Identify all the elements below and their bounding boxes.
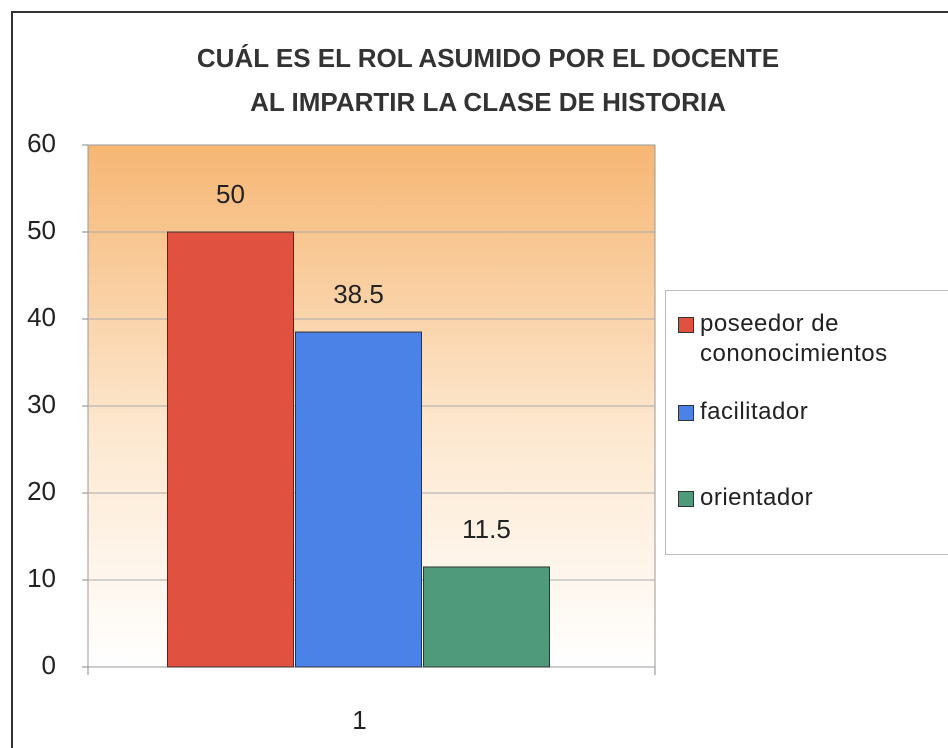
chart-title: CUÁL ES EL ROL ASUMIDO POR EL DOCENTE (197, 43, 779, 73)
data-label: 38.5 (333, 279, 384, 309)
legend-swatch (678, 317, 694, 333)
legend-swatch (678, 491, 694, 507)
y-tick-label: 30 (27, 389, 56, 419)
y-tick-label: 50 (27, 215, 56, 245)
legend-item: orientador (678, 483, 948, 513)
legend-item: poseedor de cononocimientos (678, 309, 948, 369)
data-label: 50 (216, 179, 245, 209)
y-tick-label: 10 (27, 563, 56, 593)
legend-label: facilitador (700, 398, 809, 425)
y-tick-label: 40 (27, 302, 56, 332)
bar (295, 331, 422, 668)
y-tick-label: 0 (42, 650, 56, 680)
legend-item: facilitador (678, 397, 948, 427)
chart-title: AL IMPARTIR LA CLASE DE HISTORIA (250, 87, 726, 117)
x-tick-label: 1 (352, 705, 366, 735)
y-tick-label: 20 (27, 476, 56, 506)
data-label: 11.5 (462, 514, 511, 544)
bar (167, 231, 294, 668)
y-tick-label: 60 (27, 128, 56, 158)
legend-swatch (678, 405, 694, 421)
bar (423, 566, 550, 668)
legend-label: orientador (700, 484, 814, 511)
legend: poseedor de cononocimientos facilitador or… (665, 290, 948, 555)
legend-label: poseedor de cononocimientos (700, 310, 888, 367)
